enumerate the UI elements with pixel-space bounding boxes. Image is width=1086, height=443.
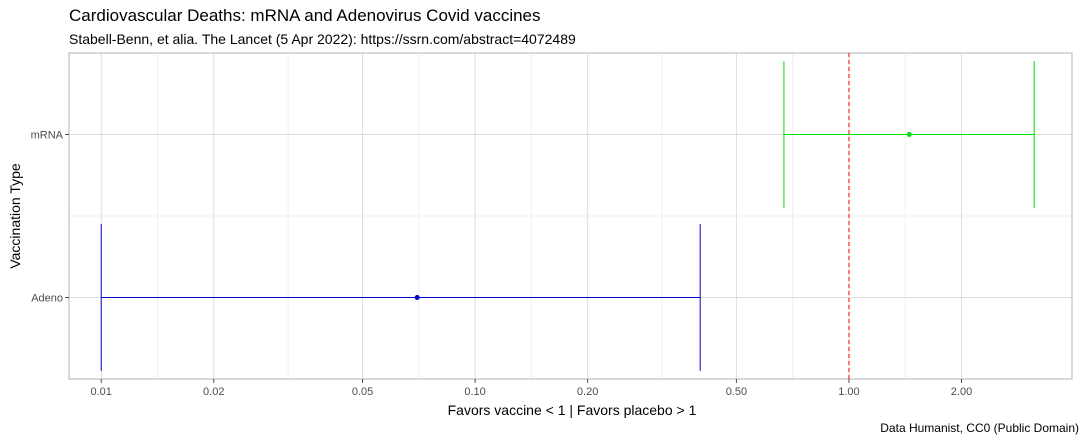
y-axis-title: Vaccination Type <box>7 163 23 269</box>
x-axis-ticks: 0.01 0.02 0.05 0.10 0.20 0.50 1.00 2.00 <box>91 379 972 398</box>
x-tick-label: 0.02 <box>203 386 224 398</box>
y-tick-label: mRNA <box>31 130 64 142</box>
grid-minor <box>69 53 1072 379</box>
y-axis-ticks: mRNA Adeno <box>31 130 69 305</box>
chart-title: Cardiovascular Deaths: mRNA and Adenovir… <box>69 6 541 25</box>
panel-border <box>68 52 1073 380</box>
estimate-point-adeno <box>414 295 420 300</box>
y-tick-label: Adeno <box>31 293 63 305</box>
x-tick-label: 0.01 <box>91 386 112 398</box>
x-tick-label: 0.05 <box>352 386 373 398</box>
chart-marks <box>100 53 1035 379</box>
chart-caption: Data Humanist, CC0 (Public Domain) <box>880 421 1079 435</box>
x-tick-label: 2.00 <box>951 386 972 398</box>
x-tick-label: 0.50 <box>726 386 747 398</box>
x-axis-title: Favors vaccine < 1 | Favors placebo > 1 <box>448 402 697 418</box>
x-tick-label: 0.10 <box>464 386 485 398</box>
estimate-point-mrna <box>906 132 912 137</box>
x-tick-label: 1.00 <box>838 386 859 398</box>
x-tick-label: 0.20 <box>577 386 598 398</box>
chart-subtitle: Stabell-Benn, et alia. The Lancet (5 Apr… <box>69 31 576 47</box>
